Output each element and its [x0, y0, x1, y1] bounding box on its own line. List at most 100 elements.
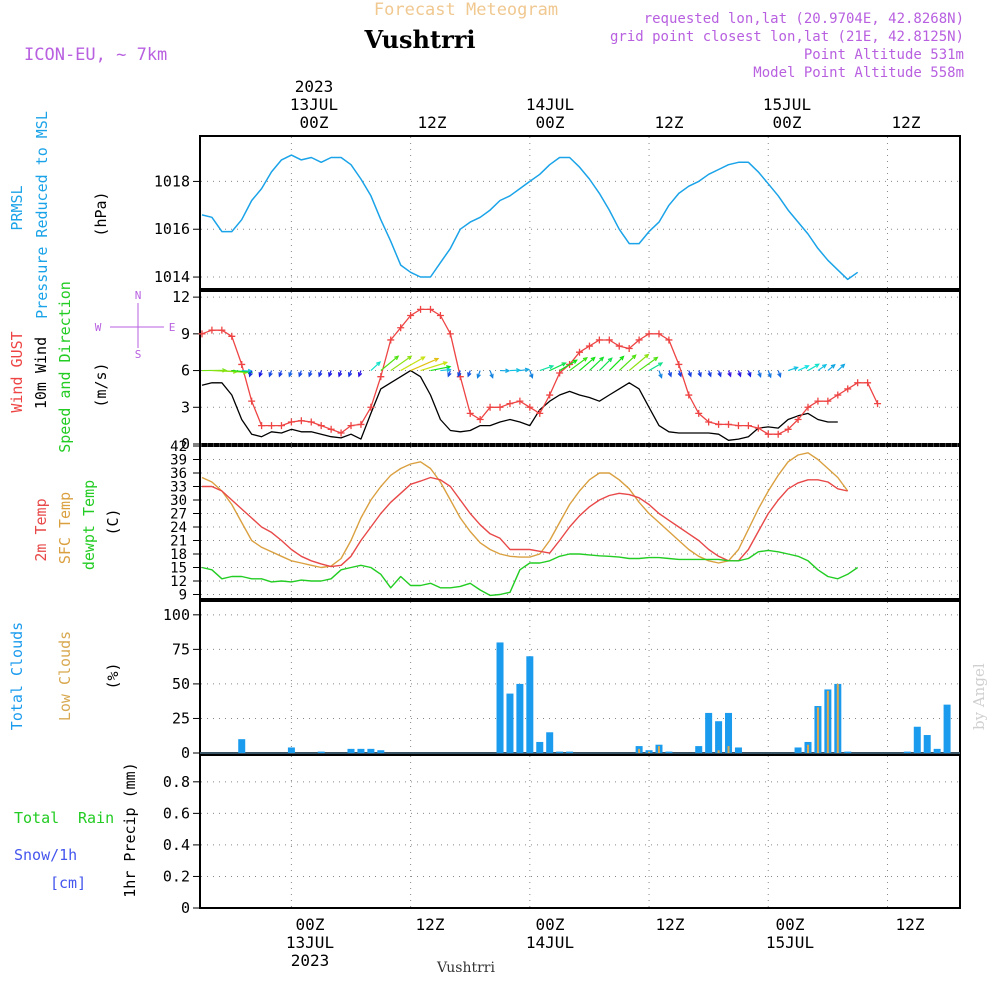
wind-gust-marker-29: [486, 403, 494, 411]
wind-panel: 0 3 6 9 12: [172, 288, 961, 453]
wind-direction-arrow-53: [727, 370, 732, 378]
wind-labels: Wind GUST 10m Wind Speed and Direction (…: [8, 281, 175, 453]
wind-ytick-label-0: 0: [181, 435, 190, 453]
wind-gust-marker-40: [595, 336, 603, 344]
wind-arrow-shaft-43: [628, 354, 649, 372]
wind-arrow-head-57: [767, 373, 772, 379]
wind-arrow-shaft-4: [241, 369, 252, 372]
bottom-tick-label-4: 12Z: [656, 915, 685, 934]
wind-direction-arrow-15: [347, 370, 353, 378]
wind-direction-arrow-48: [677, 370, 682, 378]
bottom-tick-label-3: 00Z: [536, 915, 565, 934]
low-cloud-bar-21: [717, 750, 720, 753]
compass-n: N: [135, 289, 142, 302]
bottom-tick-label-5: 00Z: [776, 915, 805, 934]
wind-arrow-head-5: [248, 372, 253, 378]
wind-direction-arrow-42: [618, 354, 637, 371]
wind-gust-marker-59: [784, 425, 792, 433]
wind-gust-marker-27: [466, 409, 474, 417]
wind-arrow-head-43: [644, 353, 650, 359]
precip-ytick-label-3: 0.6: [163, 804, 190, 822]
top-day-label-3: 15JUL: [763, 95, 811, 114]
top-day-label-1: 13JUL: [290, 95, 338, 114]
bottom-tick-label-6: 12Z: [896, 915, 925, 934]
wind-direction-arrow-22: [420, 361, 449, 372]
wind-gust-marker-60: [794, 416, 802, 424]
wind-direction-arrow-57: [767, 370, 772, 379]
wind-arrow-head-42: [631, 354, 637, 360]
wind-arrow-head-30: [505, 368, 511, 373]
precip-axis-label: 1hr Precip (mm): [121, 762, 139, 897]
wind-arrow-head-21: [434, 357, 440, 363]
compass-icon: N S W E: [95, 289, 176, 361]
station-title: Vushtrri: [364, 25, 476, 54]
wind-arrow-shaft-36: [559, 359, 578, 372]
pressure-ytick-label-1: 1016: [154, 220, 190, 238]
wind-arrow-head-34: [548, 364, 555, 370]
wind-arrow-head-61: [814, 363, 820, 368]
total-cloud-bar-22: [725, 712, 733, 753]
wind-gust-marker-11: [307, 418, 315, 426]
wind-arrow-head-19: [407, 355, 413, 361]
wind-arrow-shaft-62: [817, 364, 827, 372]
clouds-ytick-label-2: 50: [172, 675, 190, 693]
total-cloud-bar-32: [923, 735, 931, 753]
wind-direction-arrow-55: [747, 370, 752, 378]
precip-ytick-label-0: 0: [181, 899, 190, 917]
wind-gust-marker-18: [377, 373, 385, 381]
cloud-labels: Total Clouds Low Clouds (%): [8, 622, 122, 730]
wind-gust-marker-5: [248, 397, 256, 405]
wind-arrow-head-54: [737, 372, 742, 378]
wind-gust-marker-47: [665, 336, 673, 344]
wind-gust-marker-46: [655, 330, 663, 338]
pressure-label-prmsl: PRMSL: [8, 185, 26, 230]
wind-ytick-label-1: 3: [181, 398, 190, 416]
wind-gust-marker-7: [268, 422, 276, 430]
wind-gust-marker-36: [556, 369, 564, 377]
total-rain-label-b: Rain: [78, 809, 114, 827]
wind-gust-marker-49: [685, 391, 693, 399]
temp-ytick-label-7: 30: [170, 493, 187, 509]
wind-gust-marker-16: [357, 420, 365, 428]
wind-gust-marker-64: [834, 391, 842, 399]
total-cloud-bar-30: [903, 751, 911, 753]
total-cloud-bar-31: [913, 726, 921, 753]
precip-ytick-label-1: 0.2: [163, 867, 190, 885]
wind-arrow-head-59: [793, 366, 799, 371]
wind-direction-arrow-27: [467, 370, 472, 378]
precip-labels: Total Rain Snow/1h [cm] 1hr Precip (mm): [14, 762, 139, 897]
wind-arrow-shaft-21: [410, 358, 439, 372]
wind-direction-arrow-14: [338, 370, 343, 378]
temp-labels: 2m Temp SFC Temp dewpt Temp (C): [32, 480, 122, 570]
wind-arrow-head-17: [376, 361, 382, 367]
wind-direction-arrow-64: [837, 363, 846, 371]
wind-direction-arrow-36: [559, 359, 578, 372]
wind-direction-arrow-60: [797, 365, 810, 372]
bottom-tick-label-1: 00Z: [296, 915, 325, 934]
wind-gust-marker-51: [705, 418, 713, 426]
wind-arrow-head-44: [653, 356, 659, 362]
wind-direction-arrow-5: [248, 370, 253, 378]
watermark: by Angel: [970, 663, 988, 730]
temp-ytick-label-11: 42: [170, 439, 187, 455]
top-day-label-2: 14JUL: [526, 95, 574, 114]
wind-direction-arrow-25: [447, 370, 452, 378]
wind-gust-marker-41: [605, 336, 613, 344]
wind-arrow-shaft-17: [370, 361, 381, 372]
wind-arrow-head-15: [347, 372, 353, 378]
wind-gust-marker-39: [585, 342, 593, 350]
wind-direction-arrow-63: [827, 363, 836, 372]
temp-ytick-label-3: 18: [170, 547, 187, 563]
low-cloud-bar-28: [836, 683, 839, 753]
wind-gust-marker-3: [228, 332, 236, 340]
wind-gust-marker-15: [347, 422, 355, 430]
wind-gust-marker-33: [526, 403, 534, 411]
wind-10m-line: [201, 369, 838, 441]
wind-direction-arrow-38: [579, 356, 596, 372]
wind-arrow-head-49: [687, 372, 692, 378]
top-tick-label-5: 00Z: [773, 113, 802, 132]
wind-direction-arrow-19: [390, 355, 413, 372]
wind-arrow-head-56: [757, 372, 762, 378]
wind-gust-marker-67: [864, 379, 872, 387]
